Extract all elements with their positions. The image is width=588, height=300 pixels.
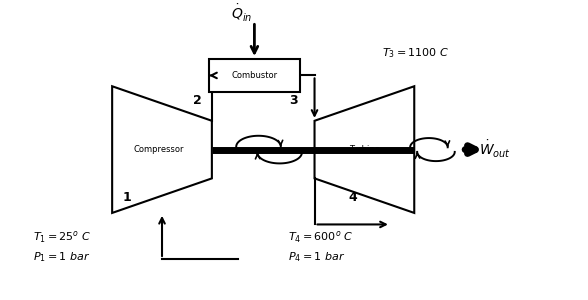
Text: $\dot{Q}_{in}$: $\dot{Q}_{in}$ [230,3,252,24]
Text: Combustor: Combustor [231,71,278,80]
Text: $T_3 = 1100\ C$: $T_3 = 1100\ C$ [382,46,449,60]
Text: $P_1 = 1\ bar$: $P_1 = 1\ bar$ [33,251,91,265]
Text: $T_4 = 600^o\ C$: $T_4 = 600^o\ C$ [288,230,353,245]
Text: 1: 1 [122,190,131,204]
Text: 3: 3 [290,94,298,107]
Text: 4: 4 [348,190,357,204]
Text: 2: 2 [193,94,202,107]
Text: Compressor: Compressor [134,145,184,154]
Text: $\dot{W}_{out}$: $\dot{W}_{out}$ [479,139,511,160]
Text: Turbine: Turbine [349,145,380,154]
Text: $P_4 = 1\ bar$: $P_4 = 1\ bar$ [288,251,346,265]
Text: $T_1 = 25^o\ C$: $T_1 = 25^o\ C$ [33,230,91,245]
FancyBboxPatch shape [209,59,300,92]
